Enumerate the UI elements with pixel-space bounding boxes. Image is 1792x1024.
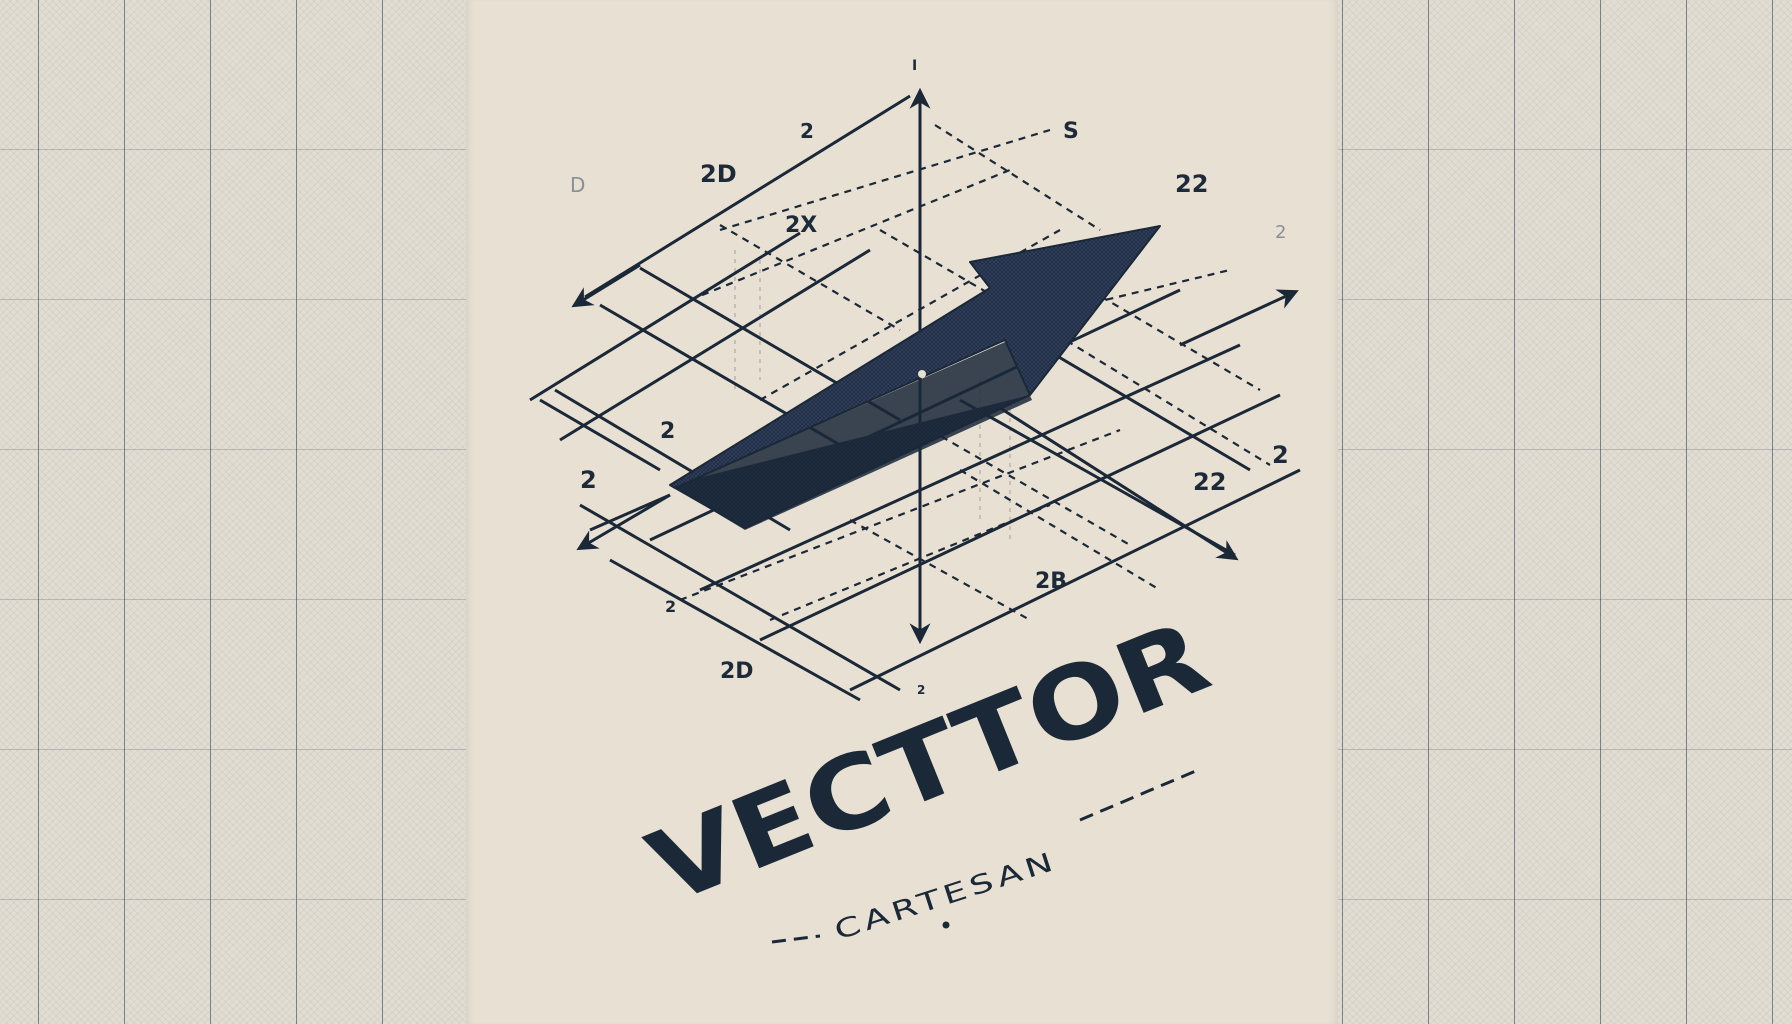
grid-label: 2 [660, 419, 675, 444]
grid-labels: D I 2 S 2D 2X 22 2 2 2 2 22 2B 2 2D 2 [570, 58, 1289, 697]
grid-label: 2D [700, 160, 737, 188]
grid-label: I [912, 58, 917, 74]
logo-title: VECTTOR [633, 598, 1224, 927]
axis-arrow-left-upper [571, 263, 641, 308]
logo-subtitle-group: CARTESAN [831, 846, 1061, 946]
main-vector-shadow [675, 342, 1032, 530]
axis-arrow-right-lower [999, 406, 1239, 561]
grid-label: 2X [785, 213, 817, 238]
grid-label: 2B [1035, 569, 1067, 594]
grid-label: 2 [580, 466, 597, 494]
grid-label: 22 [1175, 170, 1208, 198]
grid-label: 2 [1272, 441, 1289, 469]
logo-wordmark: VECTTOR [633, 598, 1224, 927]
right-grid-backdrop [1338, 0, 1792, 1024]
grid-label: D [570, 173, 585, 197]
axis-arrow-left-lower [576, 493, 671, 551]
left-grid-backdrop [0, 0, 466, 1024]
axis-arrow-right-upper [1179, 289, 1299, 347]
grid-label: 2 [917, 683, 925, 697]
grid-label: 22 [1193, 468, 1226, 496]
guide-lines [734, 250, 1011, 540]
origin-dot [918, 370, 926, 378]
grid-label: 2 [665, 597, 676, 616]
subtitle-dot [942, 921, 950, 929]
grid-label: S [1063, 119, 1079, 144]
grid-label: 2 [1275, 222, 1286, 243]
center-panel [466, 0, 1338, 1024]
grid-label: 2D [720, 659, 754, 684]
logo-subtitle: CARTESAN [831, 846, 1061, 946]
subtitle-dashes [771, 768, 1199, 944]
grid-label: 2 [800, 119, 814, 143]
